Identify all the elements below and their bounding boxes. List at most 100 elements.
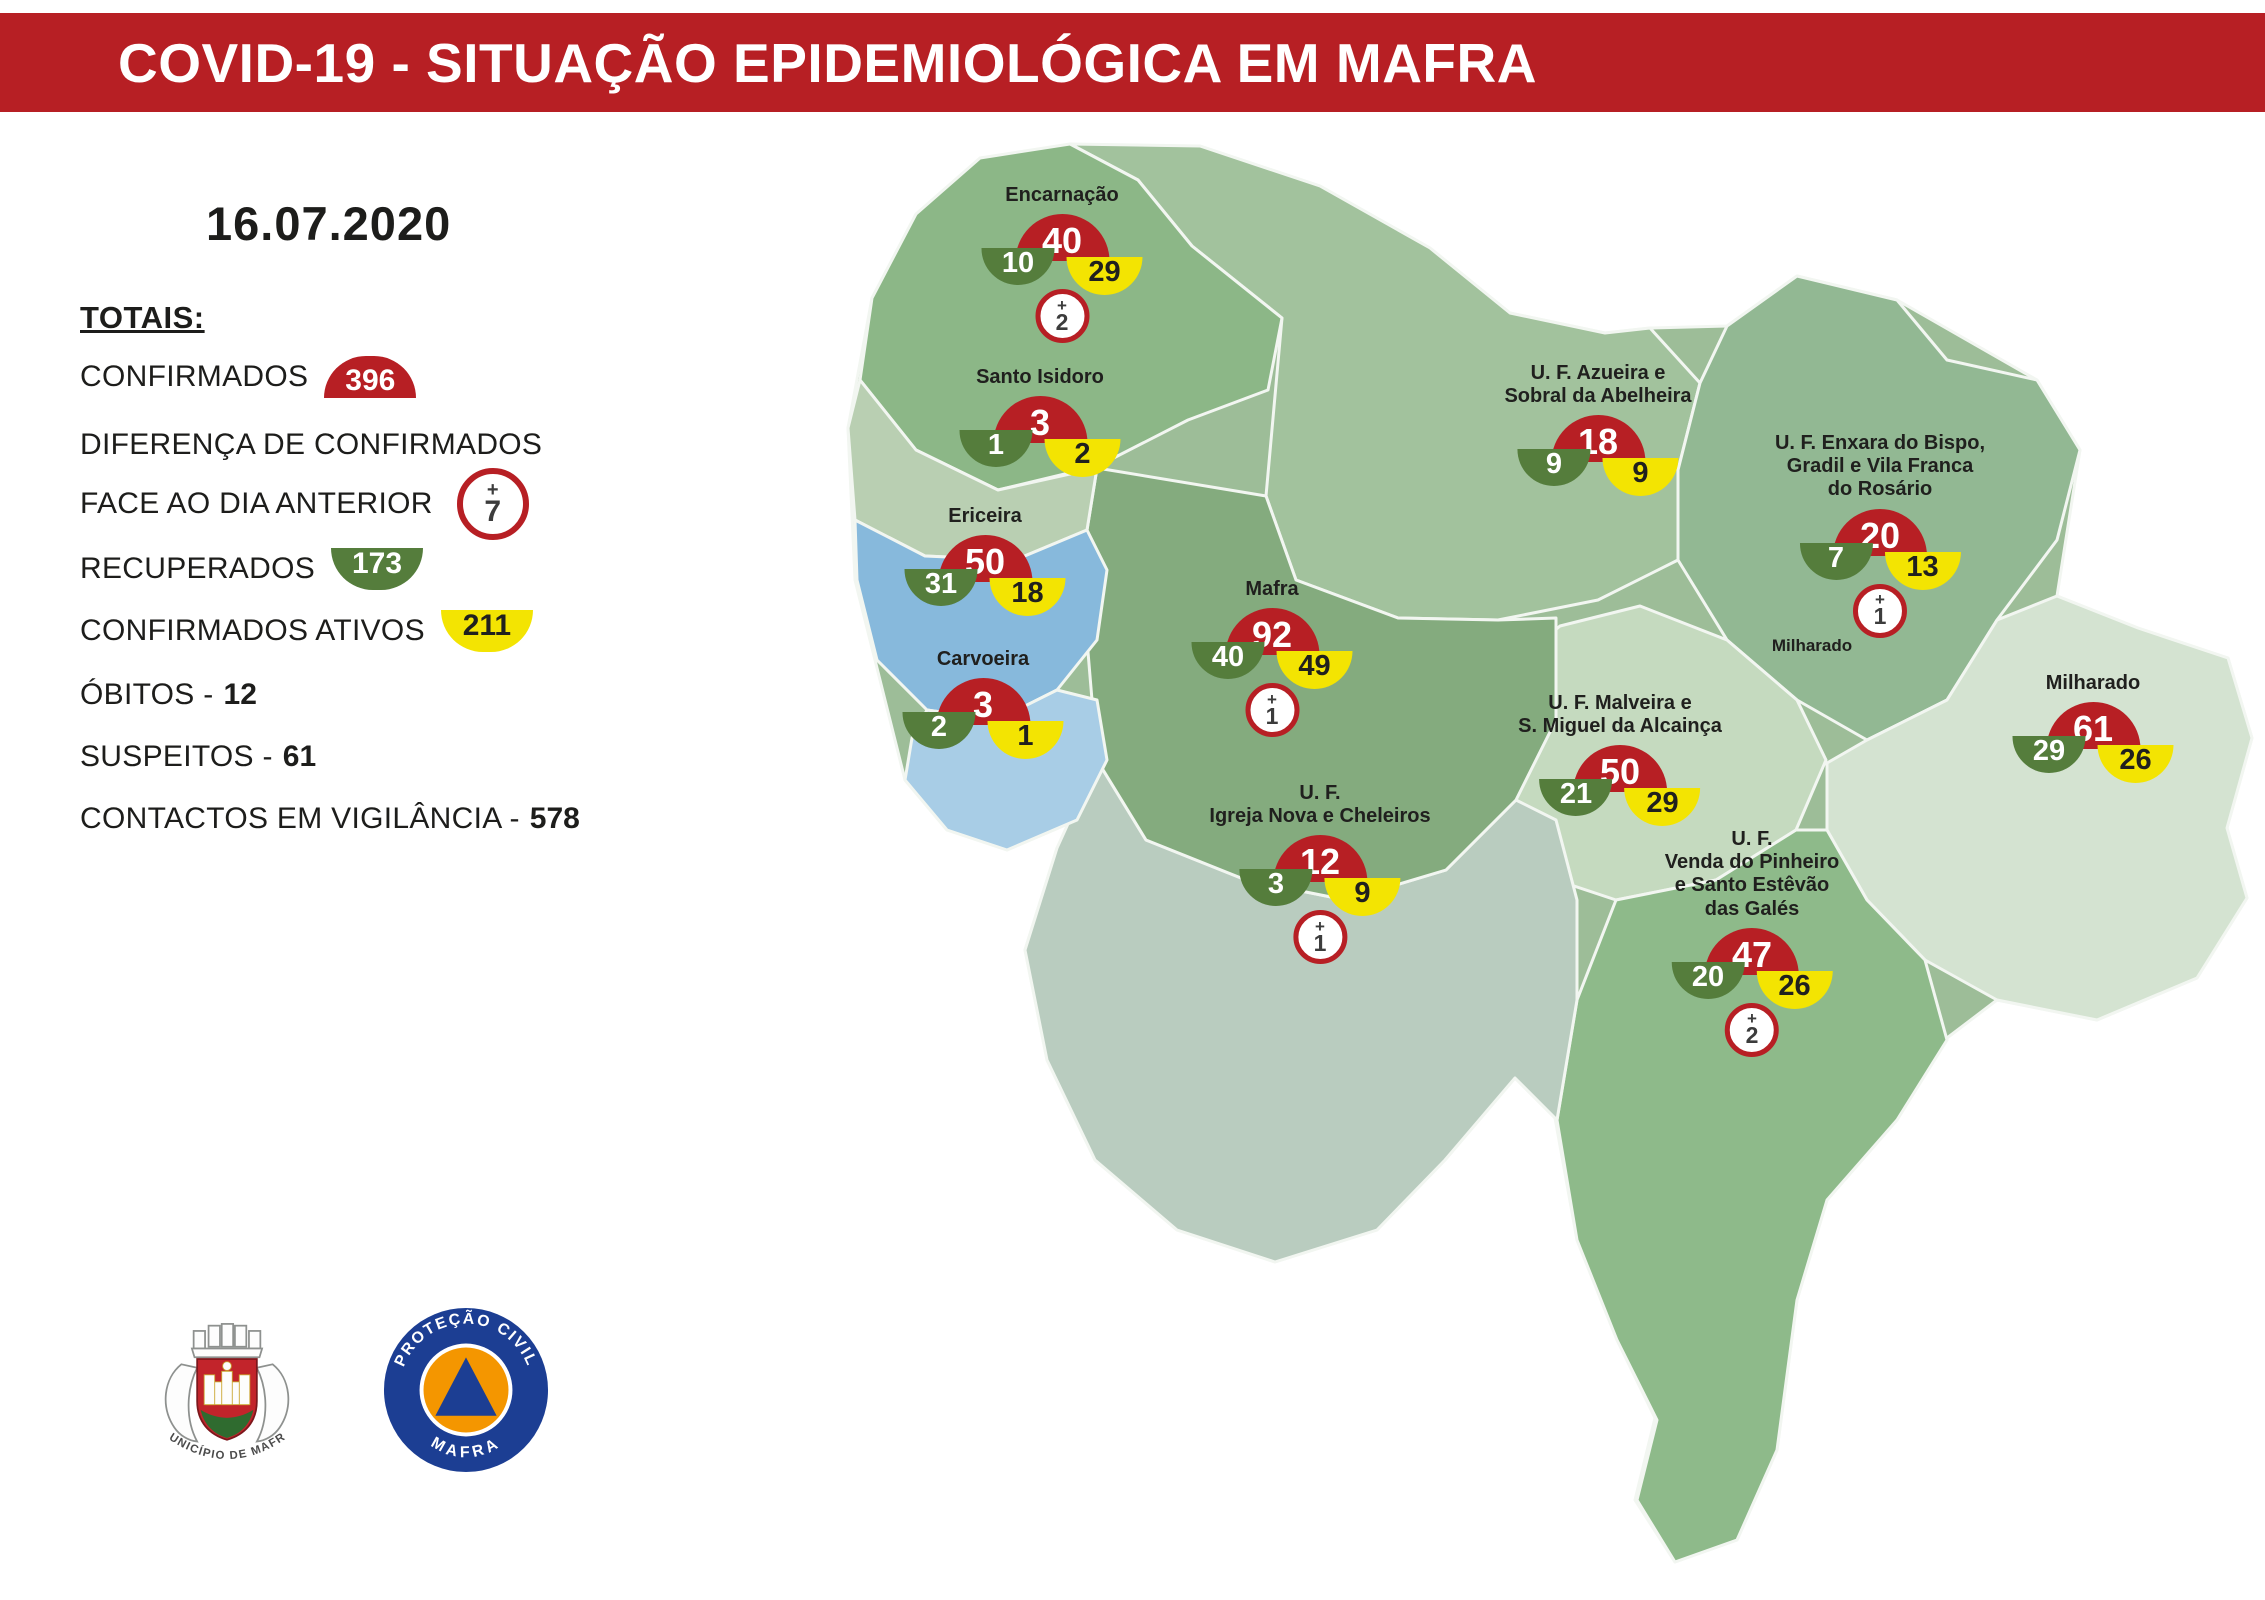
active-value: 2 (1074, 438, 1091, 471)
region-name: Milharado (2045, 672, 2141, 694)
recovered-total-value: 173 (351, 547, 403, 580)
mafra-municipality-map (560, 128, 2265, 1600)
suspects-label: SUSPEITOS - (80, 740, 273, 773)
daily-change-value: 2 (1055, 308, 1069, 335)
crest-scroll-left (164, 1363, 199, 1443)
region-badge-malveira: U. F. Malveira e S. Miguel da Alcainça 5… (1518, 692, 1722, 827)
totals-heading: TOTAIS: (80, 300, 205, 335)
plus-sign: + (486, 479, 499, 501)
daily-change-badge: + 2 (1724, 1002, 1779, 1057)
region-badge-ericeira: Ericeira 50 31 18 (904, 505, 1066, 617)
daily-diff-badge: + 7 (456, 468, 529, 540)
recovered-active-row: 7 13 (1799, 542, 1961, 590)
active-value: 9 (1354, 877, 1371, 910)
recovered-active-row: 9 9 (1517, 449, 1679, 497)
region-name: Carvoeira (936, 648, 1030, 670)
active-total-badge: 211 (440, 609, 533, 652)
region-badge-encarnacao: Encarnação 40 10 29 + 2 (981, 184, 1143, 344)
mural-crown (190, 1323, 264, 1359)
recovered-badge: 7 (1799, 542, 1873, 580)
recovered-badge: 9 (1517, 449, 1591, 487)
mafra-coat-of-arms: MUNICÍPIO DE MAFRA (143, 1299, 306, 1480)
region-badge-enxara: U. F. Enxara do Bispo, Gradil e Vila Fra… (1775, 432, 1985, 638)
suspects-row: SUSPEITOS - 61 (80, 740, 316, 774)
active-badge: 26 (1756, 969, 1833, 1009)
daily-change-value: 2 (1745, 1022, 1759, 1049)
region-shape-venda-do-pinheiro (1555, 828, 1949, 1564)
crest-scroll-right (255, 1363, 290, 1443)
diff-row-line2: FACE AO DIA ANTERIOR + 7 (80, 468, 529, 540)
header-banner: COVID-19 - SITUAÇÃO EPIDEMIOLÓGICA EM MA… (0, 13, 2265, 112)
active-label: CONFIRMADOS ATIVOS (80, 614, 425, 647)
active-value: 49 (1298, 650, 1331, 683)
contacts-value: 578 (529, 802, 580, 835)
active-value: 26 (2119, 744, 2152, 777)
recovered-value: 10 (1001, 247, 1035, 280)
recovered-label: RECUPERADOS (80, 552, 316, 585)
region-name: Ericeira (948, 505, 1022, 527)
region-name: U. F. Igreja Nova e Cheleiros (1209, 782, 1431, 828)
recovered-badge: 40 (1191, 641, 1265, 680)
page-title: COVID-19 - SITUAÇÃO EPIDEMIOLÓGICA EM MA… (118, 31, 1537, 94)
milharado-map-label: Milharado (1771, 636, 1853, 655)
confirmed-label: CONFIRMADOS (80, 360, 309, 393)
daily-change-value: 1 (1873, 603, 1887, 630)
active-row: CONFIRMADOS ATIVOS 211 (80, 610, 533, 652)
recovered-active-row: 29 26 (2012, 735, 2174, 784)
recovered-active-row: 31 18 (904, 568, 1066, 617)
diff-label-line2: FACE AO DIA ANTERIOR (80, 487, 433, 520)
totals-sidebar: 16.07.2020 TOTAIS: CONFIRMADOS 396 DIFER… (80, 196, 760, 936)
active-value: 29 (1646, 787, 1679, 820)
recovered-active-row: 10 29 (981, 247, 1143, 296)
region-badge-igreja-nova: U. F. Igreja Nova e Cheleiros 12 3 9 + 1 (1209, 782, 1431, 965)
active-value: 9 (1632, 457, 1649, 490)
active-badge: 13 (1884, 551, 1961, 590)
crest-convent (203, 1361, 251, 1406)
map-svg (846, 142, 2254, 1564)
region-name: U. F. Malveira e S. Miguel da Alcainça (1518, 692, 1722, 738)
recovered-active-row: 3 9 (1239, 868, 1401, 917)
recovered-value: 31 (924, 568, 958, 601)
region-name: Santo Isidoro (976, 366, 1104, 388)
plus-sign: + (1057, 295, 1067, 315)
recovered-badge: 31 (904, 568, 978, 607)
recovered-badge: 10 (981, 247, 1055, 286)
recovered-row: RECUPERADOS 173 (80, 547, 424, 590)
contacts-row: CONTACTOS EM VIGILÂNCIA - 578 (80, 802, 580, 836)
recovered-value: 20 (1691, 960, 1725, 993)
recovered-badge: 20 (1671, 960, 1745, 999)
recovered-value: 21 (1559, 778, 1593, 811)
active-badge: 29 (1066, 257, 1143, 296)
report-date: 16.07.2020 (206, 197, 452, 250)
daily-change-badge: + 2 (1035, 289, 1089, 344)
confirmed-value: 3 (972, 684, 994, 726)
region-name: Mafra (1245, 578, 1299, 600)
plus-sign: + (1267, 689, 1277, 709)
deaths-value: 12 (223, 678, 257, 711)
active-value: 26 (1778, 969, 1811, 1002)
daily-diff-value: 7 (484, 495, 502, 528)
recovered-active-row: 21 29 (1539, 778, 1701, 827)
recovered-value: 1 (987, 429, 1005, 462)
confirmed-value: 3 (1029, 402, 1051, 444)
recovered-value: 3 (1267, 868, 1285, 901)
daily-change-badge: + 1 (1245, 683, 1299, 738)
active-value: 18 (1011, 577, 1044, 610)
protecao-civil-svg: PROTEÇÃO CIVIL MAFRA (383, 1308, 549, 1473)
plus-sign: + (1315, 916, 1325, 936)
active-value: 1 (1017, 720, 1034, 753)
region-badge-mafra: Mafra 92 40 49 + 1 (1191, 578, 1353, 738)
recovered-value: 29 (2032, 735, 2066, 768)
region-name: U. F. Azueira e Sobral da Abelheira (1504, 362, 1692, 408)
daily-change-value: 1 (1265, 702, 1279, 729)
active-total-value: 211 (462, 609, 512, 642)
crest-green-base (200, 1409, 254, 1439)
recovered-badge: 3 (1239, 868, 1313, 907)
plus-sign: + (1875, 590, 1885, 610)
recovered-value: 40 (1211, 641, 1245, 674)
region-name: U. F. Venda do Pinheiro e Santo Estêvão … (1664, 828, 1840, 920)
recovered-active-row: 2 1 (902, 712, 1064, 760)
region-badge-venda-do-pinheiro: U. F. Venda do Pinheiro e Santo Estêvão … (1665, 828, 1839, 1057)
suspects-value: 61 (282, 740, 317, 773)
